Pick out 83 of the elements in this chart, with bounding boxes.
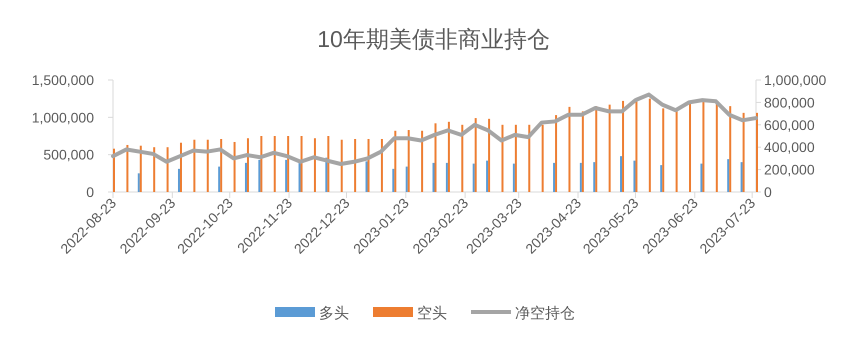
bar — [474, 118, 477, 192]
bar — [648, 98, 651, 192]
bar — [206, 140, 209, 192]
bar — [553, 162, 556, 192]
bar — [180, 142, 182, 192]
chart-title: 10年期美债非商业持仓 — [317, 26, 550, 52]
bar — [740, 162, 743, 192]
bar — [620, 156, 622, 192]
bar — [178, 168, 180, 192]
legend-label: 多头 — [319, 305, 349, 322]
y-tick-label: 500,000 — [43, 146, 94, 163]
bar — [528, 124, 530, 192]
bar — [392, 168, 394, 192]
y-tick-label: 1,000,000 — [32, 109, 94, 126]
bar — [742, 112, 745, 192]
bar — [340, 140, 343, 192]
bar — [689, 103, 692, 192]
y2-tick-label: 0 — [764, 184, 772, 200]
bar — [285, 160, 288, 192]
legend-label: 净空持仓 — [515, 305, 575, 322]
bar — [246, 138, 249, 192]
bar — [514, 124, 517, 192]
bar — [501, 124, 504, 192]
bar — [555, 115, 558, 192]
bar — [406, 166, 408, 192]
bar — [300, 136, 303, 192]
y2-tick-label: 1,000,000 — [764, 72, 826, 88]
bar — [446, 162, 448, 192]
y2-tick-label: 400,000 — [764, 139, 815, 156]
bar — [716, 103, 718, 192]
bar — [354, 138, 356, 192]
bar — [702, 100, 704, 192]
bar — [542, 124, 544, 192]
bar — [327, 136, 330, 192]
bar — [633, 160, 636, 192]
bar — [366, 161, 368, 192]
y2-tick-label: 200,000 — [764, 162, 815, 178]
bar — [258, 160, 260, 192]
bar — [244, 162, 247, 192]
bar — [580, 162, 582, 192]
bar — [461, 124, 464, 192]
bar — [729, 106, 732, 192]
y2-tick-label: 600,000 — [764, 116, 815, 133]
bar — [140, 146, 142, 192]
bar — [126, 144, 128, 192]
y2-tick-label: 800,000 — [764, 94, 815, 110]
bar — [662, 108, 664, 192]
bar — [756, 112, 758, 192]
bar — [220, 138, 222, 192]
bar — [593, 162, 596, 192]
bar — [568, 106, 570, 192]
bar — [608, 104, 611, 192]
bar — [622, 100, 624, 192]
y-tick-label: 0 — [86, 184, 94, 200]
bar — [660, 165, 662, 192]
bar — [635, 100, 638, 192]
bar — [434, 123, 436, 192]
bar — [700, 164, 702, 192]
y-tick-label: 1,500,000 — [32, 72, 94, 88]
bar — [234, 142, 236, 192]
bar — [260, 136, 262, 192]
bar — [408, 130, 410, 192]
bar — [218, 166, 220, 192]
bar — [582, 111, 584, 192]
bar — [394, 130, 396, 192]
bar — [193, 140, 196, 192]
bar — [138, 173, 140, 192]
bar — [595, 106, 598, 192]
bar — [488, 118, 490, 192]
bar — [448, 122, 450, 192]
bar — [274, 136, 276, 192]
bar — [314, 138, 316, 192]
bar — [287, 136, 290, 192]
bar — [421, 130, 424, 192]
bar — [512, 164, 515, 192]
bar — [432, 162, 434, 192]
bar — [727, 159, 730, 192]
bar — [368, 138, 370, 192]
bar — [472, 164, 475, 192]
bar — [676, 111, 678, 192]
legend-label: 空头 — [417, 305, 447, 322]
bar — [166, 147, 169, 192]
bar — [486, 160, 488, 192]
